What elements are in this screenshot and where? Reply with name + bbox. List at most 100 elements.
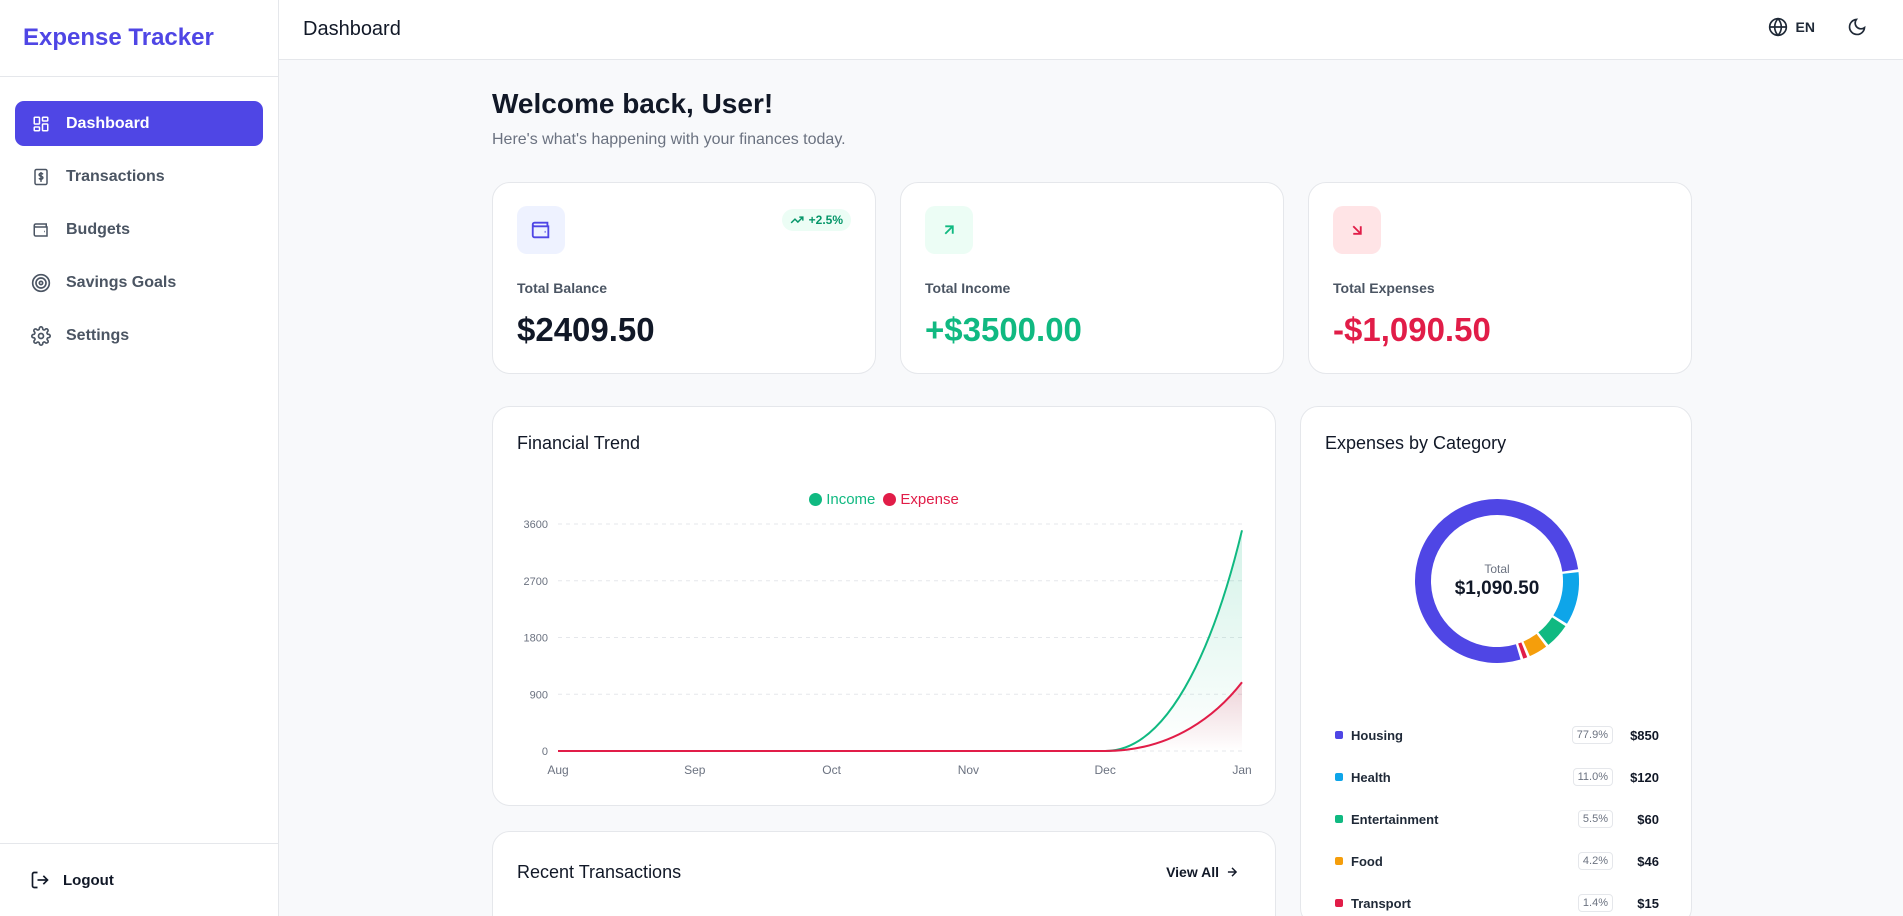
card-title: Financial Trend bbox=[517, 433, 641, 453]
category-row-transport: Transport 1.4% $15 bbox=[1335, 882, 1659, 916]
category-name: Health bbox=[1351, 769, 1391, 785]
app-logo[interactable]: Expense Tracker bbox=[0, 0, 278, 77]
sidebar-item-budgets[interactable]: Budgets bbox=[15, 207, 263, 252]
top-header: Dashboard EN bbox=[279, 0, 1903, 60]
sidebar-item-label: Dashboard bbox=[66, 114, 150, 132]
category-amount: $120 bbox=[1630, 769, 1659, 785]
globe-icon bbox=[1768, 17, 1788, 37]
total-income-card: Total Income +$3500.00 bbox=[900, 182, 1284, 374]
category-list: Housing 77.9% $850 Health 11.0% $120 Ent… bbox=[1335, 714, 1659, 916]
x-tick-label: Dec bbox=[1095, 763, 1116, 777]
sidebar-nav: Dashboard Transactions Budgets Savings G… bbox=[0, 77, 278, 390]
category-swatch bbox=[1335, 899, 1343, 907]
donut-slice-entertainment[interactable] bbox=[1538, 617, 1566, 645]
stat-value: -$1,090.50 bbox=[1333, 311, 1491, 348]
logout-label: Logout bbox=[63, 871, 114, 889]
financial-trend-card: Financial Trend Income Expense 0 900 1800 2… bbox=[492, 406, 1276, 806]
trending-up-icon bbox=[790, 213, 804, 227]
legend-item-expense[interactable]: Expense bbox=[883, 491, 959, 508]
recent-transactions-card: Recent Transactions View All bbox=[492, 831, 1276, 916]
x-tick-label: Sep bbox=[684, 763, 706, 777]
series-line-income bbox=[557, 530, 1243, 752]
x-tick-label: Oct bbox=[822, 763, 841, 777]
donut-chart: Total $1,090.50 bbox=[1415, 499, 1579, 663]
logout-button[interactable]: Logout bbox=[0, 843, 278, 916]
category-amount: $46 bbox=[1637, 853, 1659, 869]
stat-value: $2409.50 bbox=[517, 311, 655, 348]
sidebar-item-dashboard[interactable]: Dashboard bbox=[15, 101, 263, 146]
welcome-heading: Welcome back, User! bbox=[492, 88, 774, 119]
card-title: Recent Transactions bbox=[517, 862, 682, 882]
y-tick-label: 0 bbox=[542, 746, 548, 758]
y-tick-label: 900 bbox=[530, 689, 548, 701]
stat-label: Total Balance bbox=[517, 280, 607, 296]
series-line-expense bbox=[557, 681, 1243, 752]
donut-slice-health[interactable] bbox=[1553, 572, 1579, 624]
category-swatch bbox=[1335, 857, 1343, 865]
y-tick-label: 3600 bbox=[524, 519, 548, 531]
category-row-entertainment: Entertainment 5.5% $60 bbox=[1335, 798, 1659, 840]
donut-total-value: $1,090.50 bbox=[1454, 578, 1540, 599]
donut-total-label: Total bbox=[1484, 562, 1510, 576]
dashboard-icon bbox=[31, 114, 51, 134]
category-swatch bbox=[1335, 773, 1343, 781]
category-name: Food bbox=[1351, 853, 1383, 869]
category-name: Entertainment bbox=[1351, 811, 1439, 827]
wallet-icon bbox=[517, 206, 565, 254]
view-all-label: View All bbox=[1166, 864, 1219, 880]
legend-swatch bbox=[883, 493, 897, 506]
legend-item-income[interactable]: Income bbox=[809, 491, 875, 508]
card-title: Expenses by Category bbox=[1325, 433, 1507, 453]
arrow-right-icon bbox=[1225, 865, 1239, 879]
sidebar-item-transactions[interactable]: Transactions bbox=[15, 154, 263, 199]
y-tick-label: 1800 bbox=[524, 633, 548, 645]
x-tick-label: Nov bbox=[958, 763, 979, 777]
donut-svg bbox=[1415, 499, 1579, 663]
financial-trend-chart: 0 900 1800 2700 3600 Aug Sep Oct Nov Dec Jan bbox=[524, 519, 1252, 777]
language-label: EN bbox=[1795, 19, 1815, 35]
category-amount: $850 bbox=[1630, 727, 1659, 743]
gear-icon bbox=[31, 325, 51, 346]
category-swatch bbox=[1335, 731, 1343, 739]
sidebar-item-label: Transactions bbox=[66, 167, 165, 185]
total-expenses-card: Total Expenses -$1,090.50 bbox=[1308, 182, 1692, 374]
theme-toggle-button[interactable] bbox=[1847, 17, 1867, 37]
donut-slice-food[interactable] bbox=[1523, 633, 1547, 657]
category-percent: 11.0% bbox=[1572, 768, 1613, 786]
expenses-by-category-card: Expenses by Category Total $1,090.50 Hou… bbox=[1300, 406, 1692, 916]
view-all-button[interactable]: View All bbox=[1166, 864, 1239, 880]
legend-label: Expense bbox=[900, 491, 959, 508]
y-tick-label: 2700 bbox=[524, 576, 548, 588]
dollar-receipt-icon bbox=[31, 167, 51, 187]
moon-icon bbox=[1847, 17, 1867, 37]
x-tick-label: Jan bbox=[1232, 763, 1251, 777]
category-row-food: Food 4.2% $46 bbox=[1335, 840, 1659, 882]
stat-label: Total Expenses bbox=[1333, 280, 1435, 296]
sidebar-item-label: Budgets bbox=[66, 220, 130, 238]
category-name: Transport bbox=[1351, 895, 1411, 911]
legend-swatch bbox=[809, 493, 823, 506]
category-swatch bbox=[1335, 815, 1343, 823]
growth-badge-label: +2.5% bbox=[808, 213, 843, 227]
chart-legend: Income Expense bbox=[493, 491, 1275, 508]
language-switcher[interactable]: EN bbox=[1768, 17, 1815, 37]
series-area-expense bbox=[558, 682, 1242, 751]
sidebar-item-label: Savings Goals bbox=[66, 273, 177, 291]
arrow-up-right-icon bbox=[925, 206, 973, 254]
page-title: Dashboard bbox=[303, 18, 401, 40]
category-percent: 77.9% bbox=[1571, 726, 1613, 744]
category-amount: $15 bbox=[1637, 895, 1659, 911]
wallet-icon bbox=[31, 220, 51, 240]
x-tick-label: Aug bbox=[547, 763, 568, 777]
category-row-health: Health 11.0% $120 bbox=[1335, 756, 1659, 798]
sidebar-item-label: Settings bbox=[66, 326, 130, 344]
donut-slice-transport[interactable] bbox=[1518, 642, 1528, 659]
stat-label: Total Income bbox=[925, 280, 1011, 296]
category-row-housing: Housing 77.9% $850 bbox=[1335, 714, 1659, 756]
sidebar-item-savings-goals[interactable]: Savings Goals bbox=[15, 260, 263, 305]
legend-label: Income bbox=[826, 491, 876, 508]
category-percent: 5.5% bbox=[1577, 810, 1613, 828]
arrow-down-right-icon bbox=[1333, 206, 1381, 254]
sidebar-item-settings[interactable]: Settings bbox=[15, 313, 263, 358]
target-icon bbox=[31, 273, 51, 293]
